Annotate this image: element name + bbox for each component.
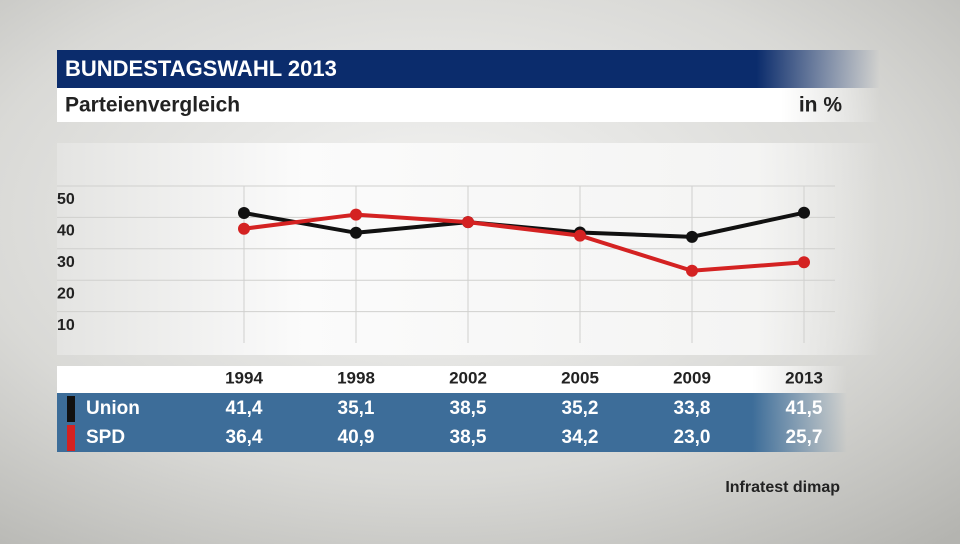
legend-label: Union: [86, 398, 140, 419]
y-tick-label: 30: [57, 254, 75, 271]
value-label: 34,2: [562, 427, 599, 448]
title-bar: [57, 50, 880, 88]
value-label: 38,5: [450, 427, 487, 448]
source: Infratest dimap: [725, 479, 840, 496]
marker: [462, 216, 474, 229]
value-label: 25,7: [786, 427, 823, 448]
value-label: 40,9: [338, 427, 375, 448]
legend-swatch: [67, 425, 75, 451]
unit-label: in %: [799, 94, 842, 117]
value-label: 35,2: [562, 398, 599, 419]
marker: [350, 226, 362, 239]
column-header: 2002: [449, 368, 487, 387]
value-label: 38,5: [450, 398, 487, 419]
y-tick-label: 50: [57, 191, 75, 208]
marker: [798, 206, 810, 219]
column-header: 2009: [673, 368, 711, 387]
value-label: 36,4: [226, 427, 263, 448]
value-label: 41,4: [226, 398, 263, 419]
value-label: 35,1: [338, 398, 375, 419]
legend-swatch: [67, 396, 75, 422]
column-header: 1994: [225, 368, 263, 387]
chart-subtitle: Parteienvergleich: [65, 94, 240, 117]
value-label: 23,0: [674, 427, 711, 448]
value-label: 33,8: [674, 398, 711, 419]
series-line: [243, 212, 805, 273]
marker: [238, 222, 250, 235]
y-tick-label: 10: [57, 317, 75, 334]
table-body: [57, 393, 847, 452]
y-tick-label: 40: [57, 223, 75, 240]
marker: [798, 256, 810, 269]
column-header: 2013: [785, 368, 823, 387]
legend-label: SPD: [86, 427, 125, 448]
marker: [686, 264, 698, 277]
table-header: [57, 366, 847, 393]
marker: [238, 207, 250, 220]
y-tick-label: 20: [57, 285, 75, 302]
marker: [686, 230, 698, 243]
marker: [350, 208, 362, 221]
marker: [574, 229, 586, 242]
value-label: 41,5: [786, 398, 823, 419]
subtitle-bar: [57, 88, 880, 122]
column-header: 2005: [561, 368, 599, 387]
chart-title: BUNDESTAGSWAHL 2013: [65, 56, 337, 81]
column-header: 1998: [337, 368, 375, 387]
